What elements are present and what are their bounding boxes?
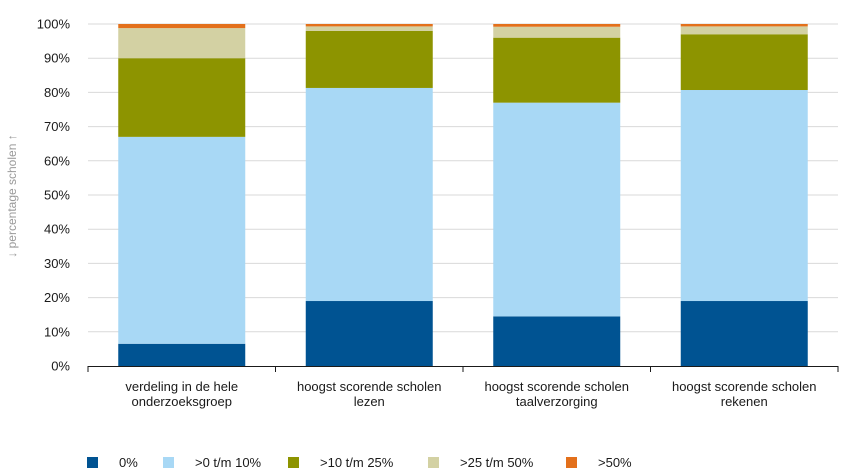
bar-segment: [680, 90, 808, 302]
y-tick-label: 90%: [44, 51, 70, 66]
bar-segment: [305, 87, 433, 302]
bar-segment: [493, 24, 621, 27]
bar-segment: [680, 301, 808, 366]
legend-item: >25 t/m 50%: [428, 455, 534, 470]
legend-item: 0%: [87, 455, 138, 470]
y-tick-label: 60%: [44, 153, 70, 168]
bar-segment: [493, 37, 621, 103]
legend-swatch: [566, 457, 577, 468]
bar-segment: [680, 34, 808, 91]
bar-segment: [680, 24, 808, 27]
legend: 0% >0 t/m 10% >10 t/m 25% >25 t/m 50% >50%: [87, 455, 632, 470]
bar-segment: [118, 136, 246, 344]
bars: [118, 24, 808, 366]
bar-segment: [493, 102, 621, 317]
y-tick-label: 40%: [44, 222, 70, 237]
y-tick-label: 100%: [37, 17, 71, 32]
legend-label: >10 t/m 25%: [320, 455, 394, 470]
y-tick-label: 20%: [44, 290, 70, 305]
x-category-label: verdeling in de hele onderzoeksgroep: [125, 379, 238, 409]
category-labels: verdeling in de hele onderzoeksgroep hoogs…: [125, 379, 816, 409]
legend-item: >50%: [566, 455, 632, 470]
y-tick-label: 50%: [44, 188, 70, 203]
legend-label: 0%: [119, 455, 138, 470]
y-tick-label: 70%: [44, 119, 70, 134]
bar-segment: [680, 26, 808, 35]
y-tick-label: 10%: [44, 324, 70, 339]
bar-segment: [118, 24, 246, 29]
legend-swatch: [87, 457, 98, 468]
legend-swatch: [163, 457, 174, 468]
legend-label: >0 t/m 10%: [195, 455, 262, 470]
bar-segment: [118, 28, 246, 59]
legend-swatch: [428, 457, 439, 468]
bar-segment: [305, 30, 433, 88]
axes: 0% 10% 20% 30% 40% 50% 60% 70% 80% 90% 100%: [37, 17, 839, 374]
bar-segment: [305, 24, 433, 27]
bar-segment: [118, 58, 246, 137]
legend-item: >0 t/m 10%: [163, 455, 262, 470]
x-category-label: hoogst scorende scholen rekenen: [672, 379, 817, 409]
bar-segment: [493, 316, 621, 366]
bar-segment: [305, 26, 433, 31]
y-tick-label: 0%: [51, 359, 70, 374]
bar-segment: [493, 26, 621, 38]
legend-label: >50%: [598, 455, 632, 470]
legend-swatch: [288, 457, 299, 468]
x-category-label: hoogst scorende scholen lezen: [297, 379, 442, 409]
legend-item: >10 t/m 25%: [288, 455, 394, 470]
y-tick-label: 80%: [44, 85, 70, 100]
y-tick-label: 30%: [44, 256, 70, 271]
y-axis-title: ↓ percentage scholen ↑: [5, 134, 19, 257]
x-category-label: hoogst scorende scholen taalverzorging: [484, 379, 629, 409]
bar-segment: [305, 301, 433, 366]
legend-label: >25 t/m 50%: [460, 455, 534, 470]
bar-segment: [118, 343, 246, 366]
